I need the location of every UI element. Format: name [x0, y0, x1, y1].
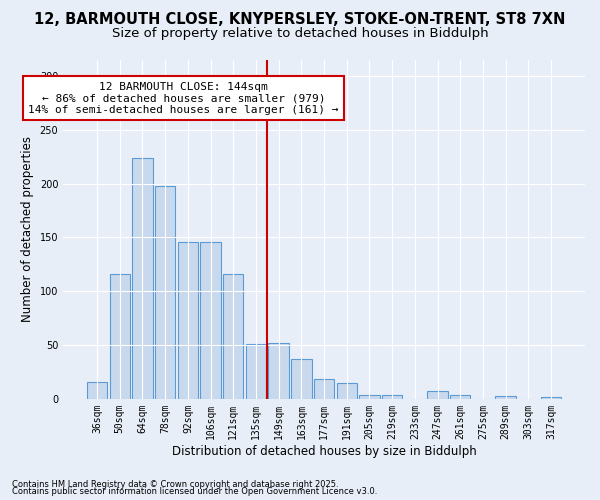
Bar — [268, 343, 289, 399]
Bar — [155, 186, 175, 399]
Bar — [246, 344, 266, 399]
Bar — [382, 394, 403, 399]
Text: Contains public sector information licensed under the Open Government Licence v3: Contains public sector information licen… — [12, 487, 377, 496]
Bar — [200, 242, 221, 399]
X-axis label: Distribution of detached houses by size in Biddulph: Distribution of detached houses by size … — [172, 444, 476, 458]
Bar — [223, 274, 244, 399]
Bar — [450, 394, 470, 399]
Text: 12, BARMOUTH CLOSE, KNYPERSLEY, STOKE-ON-TRENT, ST8 7XN: 12, BARMOUTH CLOSE, KNYPERSLEY, STOKE-ON… — [34, 12, 566, 28]
Bar — [110, 274, 130, 399]
Bar — [337, 382, 357, 399]
Bar — [314, 380, 334, 399]
Text: 12 BARMOUTH CLOSE: 144sqm
← 86% of detached houses are smaller (979)
14% of semi: 12 BARMOUTH CLOSE: 144sqm ← 86% of detac… — [28, 82, 338, 114]
Bar — [359, 394, 380, 399]
Bar — [87, 382, 107, 399]
Bar — [496, 396, 516, 399]
Bar — [132, 158, 152, 399]
Text: Contains HM Land Registry data © Crown copyright and database right 2025.: Contains HM Land Registry data © Crown c… — [12, 480, 338, 489]
Bar — [178, 242, 198, 399]
Bar — [541, 396, 561, 399]
Bar — [427, 392, 448, 399]
Text: Size of property relative to detached houses in Biddulph: Size of property relative to detached ho… — [112, 28, 488, 40]
Y-axis label: Number of detached properties: Number of detached properties — [21, 136, 34, 322]
Bar — [291, 359, 311, 399]
